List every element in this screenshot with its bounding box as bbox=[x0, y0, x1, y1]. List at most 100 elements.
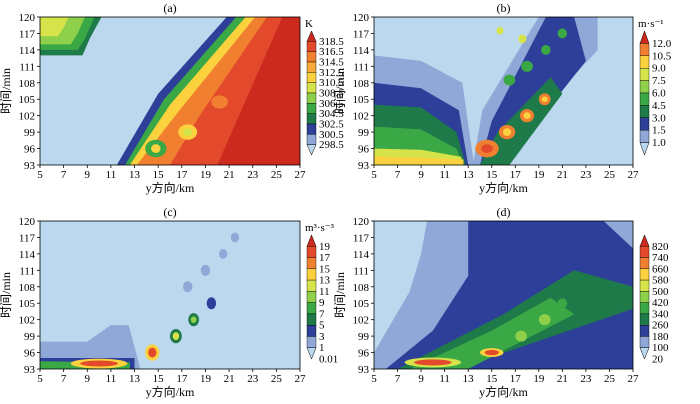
y-tick-label: 99 bbox=[358, 331, 370, 343]
colorbar-arrow-bottom bbox=[306, 144, 317, 156]
colorbar-label: 300.5 bbox=[319, 129, 344, 141]
colorbar-segment bbox=[306, 113, 317, 125]
x-tick-label: 7 bbox=[61, 169, 67, 181]
colorbar-segment bbox=[639, 105, 650, 119]
y-tick-label: 99 bbox=[24, 127, 36, 139]
colorbar-label: 3 bbox=[319, 331, 325, 343]
colorbar-label: 316.5 bbox=[319, 46, 344, 58]
x-tick-label: 25 bbox=[271, 169, 283, 181]
colorbar-label: 1 bbox=[319, 342, 325, 354]
colorbar-label: 308.5 bbox=[319, 88, 344, 100]
colorbar-label: 820 bbox=[652, 241, 669, 253]
x-tick-label: 23 bbox=[580, 169, 592, 181]
colorbar-label: 100 bbox=[652, 342, 669, 354]
contour-cell bbox=[211, 95, 228, 109]
y-tick-label: 102 bbox=[19, 315, 36, 327]
x-tick-label: 23 bbox=[247, 169, 259, 181]
colorbar-label: 304.5 bbox=[319, 108, 344, 120]
colorbar-arrow-top bbox=[306, 234, 317, 247]
x-axis-label: y方向/km bbox=[479, 384, 528, 399]
colorbar-segment bbox=[639, 324, 650, 337]
contour-cell bbox=[414, 359, 452, 366]
x-tick-label: 21 bbox=[557, 169, 568, 181]
colorbar-segment bbox=[306, 82, 317, 94]
colorbar-segment bbox=[639, 43, 650, 57]
colorbar-label: 0.01 bbox=[319, 354, 338, 366]
x-tick-label: 15 bbox=[153, 373, 165, 385]
contour-cell bbox=[538, 314, 551, 326]
colorbar-segment bbox=[306, 291, 317, 303]
colorbar-segment bbox=[639, 302, 650, 315]
x-tick-label: 11 bbox=[106, 373, 117, 385]
colorbar-arrow-bottom bbox=[639, 347, 650, 360]
panel-d: (d) 5 7 9 11 13 15 17 19 21 23 25 27 93 96 99 102 105 108 1… bbox=[333, 205, 669, 399]
x-tick-label: 25 bbox=[271, 373, 283, 385]
plot-frame bbox=[39, 16, 301, 166]
y-axis-label: 时间/min bbox=[333, 68, 347, 114]
plot-frame bbox=[373, 16, 634, 166]
colorbar-segment bbox=[639, 80, 650, 94]
plot-frame bbox=[39, 220, 301, 370]
contour-cell bbox=[518, 34, 527, 44]
x-axis-label: y方向/km bbox=[146, 384, 195, 399]
field bbox=[40, 17, 300, 165]
x-tick-label: 9 bbox=[418, 373, 424, 385]
y-tick-label: 108 bbox=[19, 282, 36, 294]
y-tick-label: 114 bbox=[353, 249, 370, 261]
colorbar-segment bbox=[639, 268, 650, 281]
x-tick-label: 17 bbox=[176, 169, 188, 181]
contour-region bbox=[40, 17, 69, 37]
x-tick-label: 25 bbox=[604, 169, 616, 181]
y-tick-label: 117 bbox=[353, 232, 370, 244]
colorbar-label: 11 bbox=[319, 286, 330, 298]
y-tick-label: 117 bbox=[353, 28, 370, 40]
y-axis-label: 时间/min bbox=[333, 272, 347, 318]
colorbar-arrow-bottom bbox=[306, 347, 317, 360]
contour-region bbox=[385, 221, 633, 369]
x-tick-label: 15 bbox=[486, 169, 498, 181]
y-tick-label: 99 bbox=[24, 331, 36, 343]
contour-cell bbox=[151, 144, 161, 153]
colorbar-label: 1.0 bbox=[652, 137, 666, 149]
x-tick-label: 5 bbox=[371, 169, 377, 181]
contour-cell bbox=[541, 44, 551, 55]
colorbar-unit: m·s⁻¹ bbox=[638, 18, 664, 30]
x-tick-label: 19 bbox=[200, 373, 212, 385]
colorbar-segment bbox=[639, 55, 650, 69]
colorbar-segment bbox=[306, 123, 317, 135]
colorbar-label: 580 bbox=[652, 275, 669, 287]
contour-cell bbox=[503, 74, 516, 86]
colorbar-segment bbox=[639, 246, 650, 258]
colorbar-label: 4.5 bbox=[652, 100, 666, 112]
y-tick-label: 96 bbox=[358, 144, 370, 156]
colorbar-label: 340 bbox=[652, 308, 669, 320]
y-tick-label: 117 bbox=[19, 28, 36, 40]
x-tick-label: 23 bbox=[580, 373, 592, 385]
contour-cell bbox=[183, 281, 193, 293]
colorbar-arrow-top bbox=[639, 234, 650, 247]
colorbar-label: 19 bbox=[319, 241, 331, 253]
field bbox=[374, 17, 598, 165]
contour-cell bbox=[523, 112, 531, 119]
colorbar-arrow-bottom bbox=[639, 142, 650, 156]
colorbar-unit: m³·s⁻³ bbox=[305, 222, 335, 234]
x-tick-label: 15 bbox=[486, 373, 498, 385]
x-tick-label: 9 bbox=[418, 169, 424, 181]
colorbar-label: 6.0 bbox=[652, 88, 666, 100]
y-tick-label: 120 bbox=[353, 12, 370, 24]
y-tick-label: 108 bbox=[19, 78, 36, 90]
x-tick-label: 21 bbox=[224, 169, 235, 181]
x-tick-label: 27 bbox=[628, 373, 640, 385]
x-tick-label: 17 bbox=[510, 169, 522, 181]
colorbar-segment bbox=[639, 92, 650, 106]
x-tick-label: 7 bbox=[395, 373, 401, 385]
colorbar-segment bbox=[639, 291, 650, 303]
colorbar-segment bbox=[306, 302, 317, 315]
colorbar-segment bbox=[639, 129, 650, 143]
x-tick-label: 13 bbox=[463, 169, 475, 181]
x-tick-label: 17 bbox=[176, 373, 188, 385]
contour-cell bbox=[496, 26, 504, 35]
field bbox=[374, 221, 633, 369]
x-tick-label: 7 bbox=[61, 373, 67, 385]
colorbar-segment bbox=[639, 336, 650, 348]
